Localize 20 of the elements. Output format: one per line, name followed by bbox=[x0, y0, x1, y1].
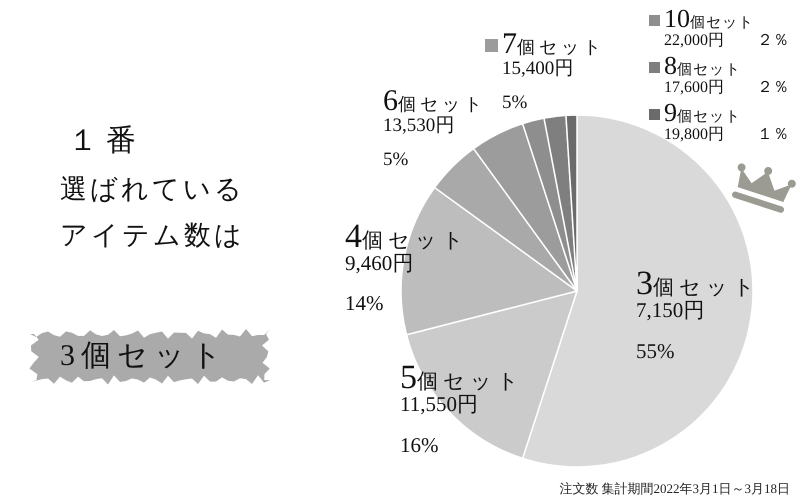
slice-label: 5個セット 11,550円 bbox=[400, 359, 524, 416]
data-label: 5% bbox=[383, 149, 408, 170]
data-label: 55% bbox=[636, 339, 674, 363]
text: 3個セット bbox=[60, 339, 228, 372]
text: 注文数 集計期間2022年3月1日～3月18日 bbox=[559, 481, 790, 496]
data-label: 16% bbox=[400, 433, 438, 457]
data-label: 5% bbox=[502, 92, 528, 113]
slice-label: 6個セット 13,530円 bbox=[383, 84, 486, 136]
data-label: ２％ bbox=[757, 79, 789, 96]
slice-label: 3個セット 7,150円 bbox=[636, 265, 760, 322]
text: １番 bbox=[68, 124, 144, 157]
legend-label: 9個セット 19,800円 bbox=[664, 98, 741, 143]
legend-label: 8個セット 17,600円 bbox=[664, 51, 741, 96]
data-label: １％ bbox=[757, 126, 789, 143]
data-label: ２％ bbox=[757, 32, 789, 49]
data-label: 14% bbox=[345, 291, 384, 315]
slice-label: 4個セット 9,460円 bbox=[345, 218, 469, 275]
legend-label: 7個セット 15,400円 bbox=[502, 27, 605, 79]
text: 選ばれているアイテム数は bbox=[60, 174, 245, 250]
legend-label: 10個セット 22,000円 bbox=[664, 4, 754, 49]
